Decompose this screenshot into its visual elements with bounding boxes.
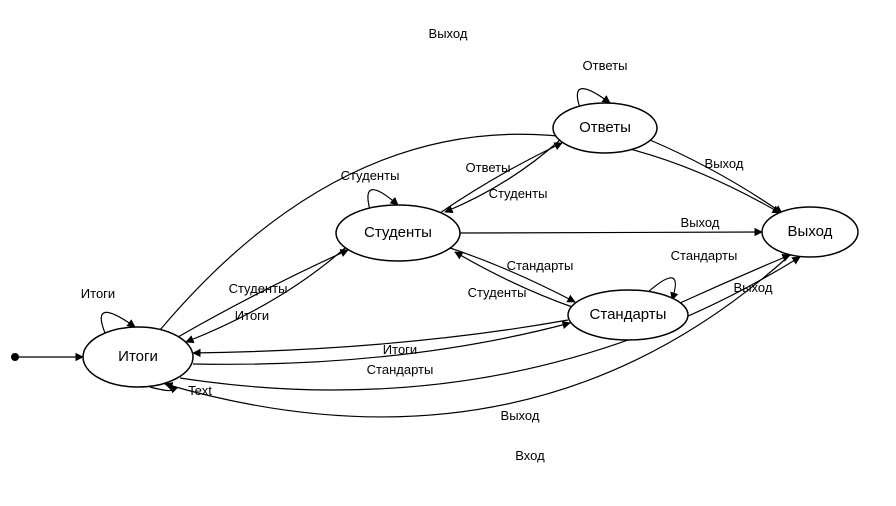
edge-label-itogi-vyhod: Выход	[429, 26, 468, 41]
edge-label-standarty-itogi: Итоги	[383, 342, 417, 357]
edge-label-studenty-studenty: Студенты	[341, 168, 400, 183]
edge-label-otvety-vyhod: Выход	[705, 156, 744, 171]
edge-label-vyhod-itogi: Вход	[515, 448, 545, 463]
edge-label-otvety-otvety: Ответы	[583, 58, 628, 73]
edge-label-itogi-itogi: Итоги	[81, 286, 115, 301]
node-label-studenty: Студенты	[364, 224, 432, 241]
nodes: Итоги Студенты Ответы Стандарты Выход	[11, 103, 858, 387]
edge-label-standarty-studenty: Студенты	[468, 285, 527, 300]
node-label-itogi: Итоги	[118, 348, 158, 365]
edge-otvety-studenty	[445, 140, 560, 212]
edge-label-itogi-standarty: Стандарты	[367, 362, 434, 377]
edge-label-studenty-vyhod: Выход	[681, 215, 720, 230]
edge-label-itogi-vyhod: Выход	[501, 408, 540, 423]
node-label-otvety: Ответы	[579, 119, 631, 136]
node-label-standarty: Стандарты	[590, 306, 667, 323]
edge-studenty-vyhod	[460, 232, 762, 233]
edge-label-studenty-standarty: Стандарты	[507, 258, 574, 273]
edge-label-otvety-studenty: Студенты	[489, 186, 548, 201]
node-label-vyhod: Выход	[788, 223, 833, 240]
start-node	[11, 353, 19, 361]
edge-otvety-vyhod	[650, 140, 782, 213]
edge-label-standarty-standarty: Стандарты	[671, 248, 738, 263]
edge-label-studenty-itogi: Итоги	[235, 308, 269, 323]
edge-label-standarty-vyhod: Выход	[734, 280, 773, 295]
edge-label-studenty-otvety: Ответы	[466, 160, 511, 175]
edge-vyhod-itogi	[165, 255, 790, 417]
edge-itogi-vyhod	[180, 257, 800, 390]
state-diagram: ИтогиСтудентыОтветыСтандартыСтудентыИтог…	[0, 0, 896, 506]
edge-label-itogi-itogi: Text	[188, 383, 212, 398]
edge-label-itogi-studenty: Студенты	[229, 281, 288, 296]
